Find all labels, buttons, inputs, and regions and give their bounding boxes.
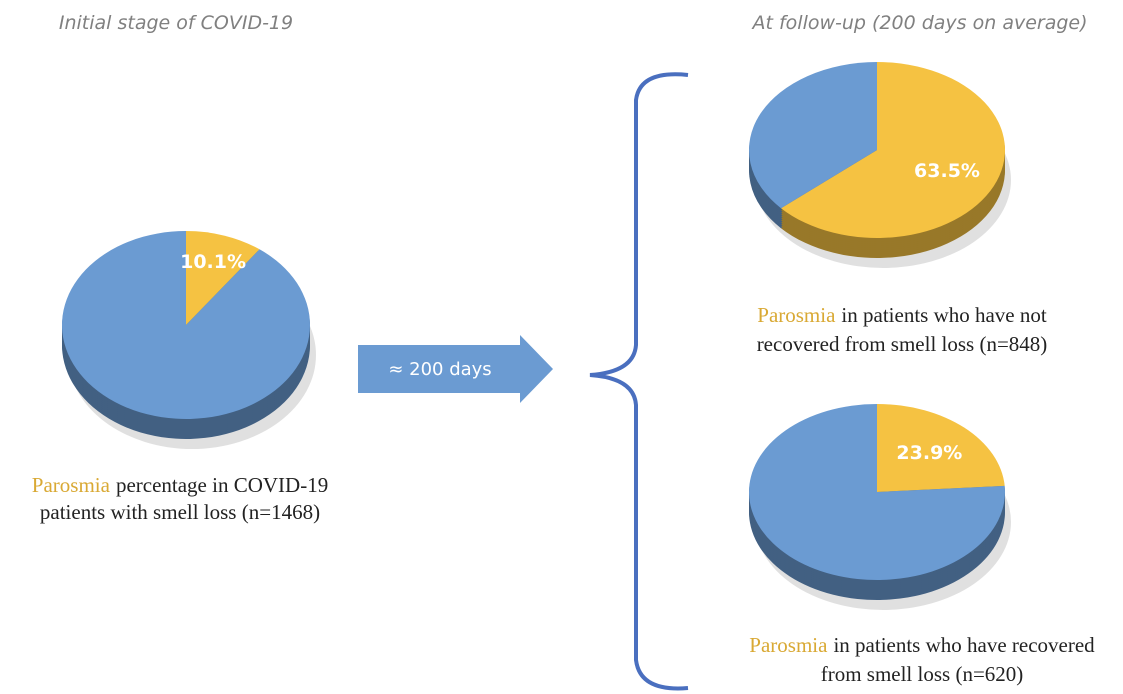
right-header: At follow-up (200 days on average)	[750, 12, 1087, 34]
value-label: 10.1%	[180, 251, 246, 273]
caption: recovered from smell loss (n=848)	[757, 332, 1048, 356]
pie-slice	[749, 62, 877, 209]
pies: 10.1%Parosmia percentage in COVID-19patie…	[32, 62, 1095, 686]
brace	[589, 72, 689, 691]
caption: Parosmia in patients who have recovered	[749, 633, 1095, 657]
arrow	[358, 335, 553, 403]
pie-slice	[62, 231, 311, 420]
pie-slice	[877, 404, 1005, 492]
pie-slice	[780, 62, 1005, 238]
arrow-label: ≈ 200 days	[388, 359, 491, 380]
value-label: 23.9%	[896, 442, 962, 464]
caption: Parosmia percentage in COVID-19	[32, 473, 328, 497]
caption-part: percentage in COVID-19	[116, 473, 328, 497]
caption-part: in patients who have not	[841, 303, 1046, 327]
caption-part: recovered from smell loss (n=848)	[757, 332, 1048, 356]
caption-part: Parosmia	[749, 633, 828, 657]
caption: from smell loss (n=620)	[821, 662, 1024, 686]
caption-part: patients with smell loss (n=1468)	[40, 500, 320, 524]
caption: Parosmia in patients who have not	[757, 303, 1047, 327]
pie-slice	[748, 404, 1005, 580]
caption-part: Parosmia	[32, 473, 111, 497]
value-label: 63.5%	[914, 160, 980, 182]
pie-slice	[186, 231, 260, 325]
left-header: Initial stage of COVID-19	[59, 12, 293, 34]
caption: patients with smell loss (n=1468)	[40, 500, 320, 524]
caption-part: Parosmia	[757, 303, 836, 327]
caption-part: in patients who have recovered	[833, 633, 1095, 657]
caption-part: from smell loss (n=620)	[821, 662, 1024, 686]
